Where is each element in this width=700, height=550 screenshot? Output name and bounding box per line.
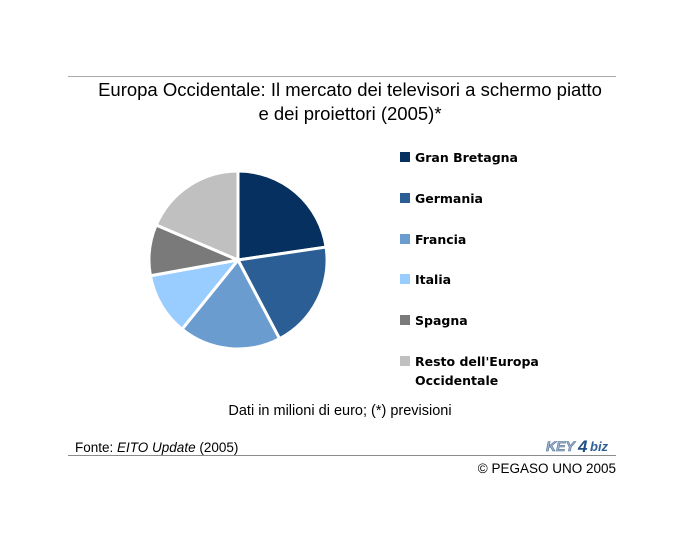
source-suffix: (2005) [195, 440, 239, 455]
legend-label-gran-bretagna: Gran Bretagna [415, 150, 518, 165]
top-divider [68, 76, 616, 77]
logo-biz-text: biz [590, 439, 609, 454]
legend-swatch-italia [400, 274, 410, 285]
legend-label-spagna: Spagna [415, 313, 468, 329]
bottom-divider [68, 455, 616, 456]
legend-swatch-resto-dell-europa-occidentale [400, 356, 410, 366]
pie-slice-francia [180, 258, 282, 351]
chart-title-line-1: Europa Occidentale: Il mercato dei telev… [98, 79, 602, 100]
logo-key-text: KEY [546, 438, 576, 454]
legend-swatch-gran-bretagna [400, 152, 410, 162]
key4biz-logo: KEY 4 biz [546, 437, 609, 456]
unit-note: Dati in milioni di euro; (*) previsioni [228, 403, 452, 419]
copyright: © PEGASO UNO 2005 [477, 461, 616, 476]
legend-swatch-germania [400, 192, 410, 203]
legend-label-italia: Italia [415, 272, 452, 288]
source-note: Fonte: EITO Update (2005) [75, 439, 238, 457]
legend-label-resto-dell-europa-occidentale: Resto dell'Europa Occidentale [415, 354, 539, 388]
legend-swatch-francia [400, 233, 410, 244]
pie-slice-germania [236, 245, 329, 341]
source-name: EITO Update [117, 440, 196, 455]
legend-swatch-spagna [400, 315, 410, 326]
source-prefix: Fonte: [75, 440, 118, 455]
legend-label-germania: Germania [415, 190, 483, 206]
chart-title-line-2: e dei proiettori (2005)* [258, 103, 442, 124]
pie-slice-gran-bretagna [236, 169, 328, 262]
pie-chart [147, 169, 329, 351]
legend-label-francia: Francia [415, 231, 467, 247]
pie-slice-resto-dell-europa-occidentale [154, 169, 240, 262]
logo-digit-text: 4 [577, 437, 588, 456]
